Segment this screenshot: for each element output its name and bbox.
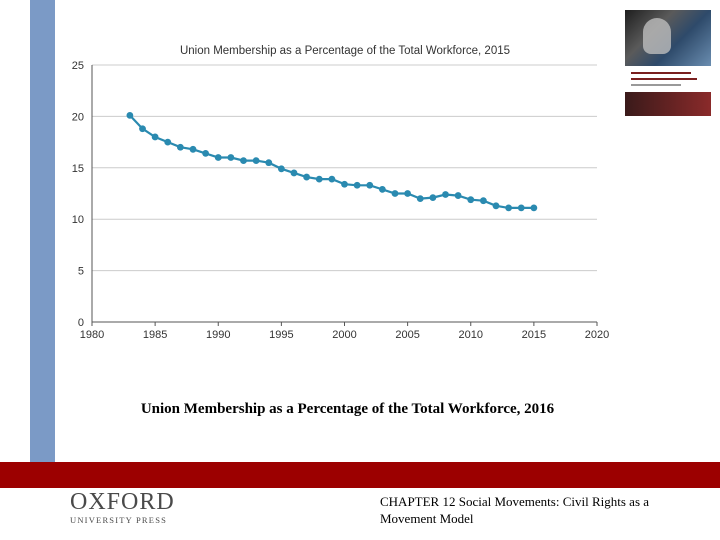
data-point [290, 169, 298, 177]
publisher-logo-main: OXFORD [70, 489, 175, 515]
data-point [303, 173, 311, 181]
data-point [202, 150, 210, 157]
data-point [139, 125, 146, 133]
data-point [467, 196, 475, 204]
data-series [126, 111, 538, 212]
x-tick-label: 1985 [143, 329, 167, 341]
data-point [378, 185, 386, 193]
data-point [265, 159, 273, 167]
data-point [341, 180, 348, 188]
data-point [366, 181, 374, 189]
data-point [353, 181, 361, 189]
x-tick-label: 2010 [459, 329, 483, 341]
series-line [129, 114, 534, 209]
x-tick-label: 2020 [585, 329, 609, 341]
data-point [176, 143, 184, 151]
x-tick-label: 1995 [269, 329, 293, 341]
data-point [240, 157, 247, 165]
y-tick-label: 0 [78, 317, 84, 329]
data-point [227, 154, 235, 161]
axes: 0 5 10 15 20 25 1980 1985 1990 1995 2000 2005 2010 20… [72, 60, 609, 341]
data-point [429, 194, 437, 202]
chapter-text: CHAPTER 12 Social Movements: Civil Right… [380, 494, 650, 526]
book-cover-image [625, 10, 711, 116]
data-point [454, 192, 462, 199]
chart-title: Union Membership as a Percentage of the … [180, 45, 510, 57]
y-tick-label: 5 [78, 266, 84, 278]
data-point [530, 204, 538, 212]
y-tick-label: 20 [72, 111, 84, 123]
data-point [189, 145, 197, 153]
data-point [442, 191, 449, 198]
data-point [404, 190, 412, 197]
cover-hand-shape [643, 18, 671, 54]
x-tick-label: 2015 [522, 329, 546, 341]
data-point [151, 133, 159, 141]
data-point [517, 204, 525, 212]
cover-bottom-band [625, 92, 711, 116]
data-point [252, 157, 260, 165]
data-point [315, 175, 323, 183]
data-point [277, 165, 285, 173]
y-tick-label: 10 [72, 214, 84, 226]
publisher-logo-sub: UNIVERSITY PRESS [70, 515, 168, 525]
y-tick-label: 25 [72, 60, 84, 72]
cover-title-line [631, 84, 681, 86]
cover-title-block [625, 66, 711, 92]
data-point [505, 204, 513, 212]
data-point [391, 190, 399, 197]
data-point [328, 175, 336, 183]
slide-caption: Union Membership as a Percentage of the … [140, 401, 555, 417]
line-chart: Union Membership as a Percentage of the … [72, 45, 609, 341]
x-tick-label: 2000 [332, 329, 356, 341]
x-tick-label: 2005 [395, 329, 419, 341]
data-point [214, 154, 222, 161]
data-point [416, 195, 424, 203]
cover-title-line [631, 78, 697, 80]
x-tick-label: 1980 [80, 329, 104, 341]
data-point [479, 197, 487, 205]
x-tick-label: 1990 [206, 329, 230, 341]
gridlines [92, 64, 597, 323]
left-accent-bar [30, 0, 55, 462]
data-point [492, 202, 500, 210]
publisher-logo: OXFORD UNIVERSITY PRESS [70, 489, 180, 525]
y-tick-label: 15 [72, 163, 84, 175]
data-point [164, 138, 172, 146]
data-point [126, 111, 134, 119]
footer-band [0, 462, 720, 488]
cover-title-line [631, 72, 691, 74]
